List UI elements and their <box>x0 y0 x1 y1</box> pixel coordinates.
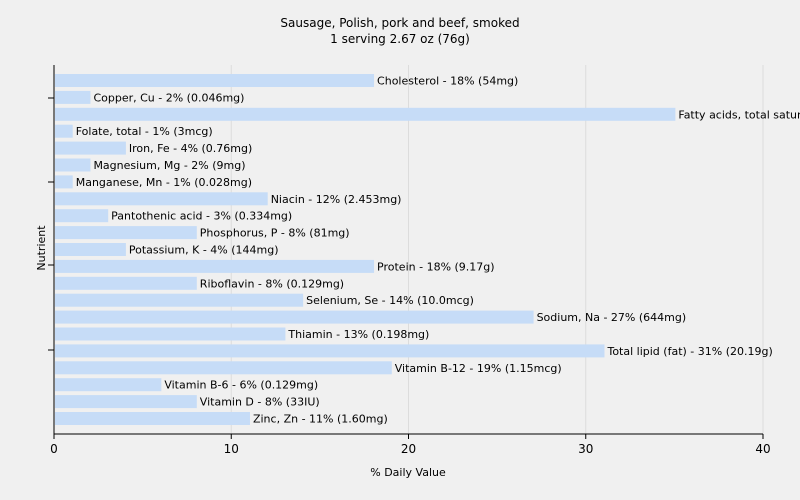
bar-label-3: Folate, total - 1% (3mcg) <box>76 125 213 138</box>
bar-labels: Cholesterol - 18% (54mg) Copper, Cu - 2% … <box>76 75 800 426</box>
bar-label-8: Pantothenic acid - 3% (0.334mg) <box>111 210 292 223</box>
bar-label-9: Phosphorus, P - 8% (81mg) <box>200 227 350 240</box>
chart-title: Sausage, Polish, pork and beef, smoked <box>280 16 520 30</box>
x-tick-label-0: 0 <box>50 442 58 456</box>
bar-label-20: Zinc, Zn - 11% (1.60mg) <box>253 413 388 426</box>
bar-0 <box>55 74 375 87</box>
bar-19 <box>55 395 197 409</box>
bar-label-19: Vitamin D - 8% (33IU) <box>200 396 320 409</box>
bar-label-2: Fatty acids, total saturated - 35% (6.99… <box>678 108 800 121</box>
bar-16 <box>55 344 605 358</box>
bar-10 <box>55 243 126 256</box>
bar-8 <box>55 209 109 223</box>
bar-2 <box>55 107 676 121</box>
axes: 0 10 20 30 40 <box>48 65 771 456</box>
bar-label-13: Selenium, Se - 14% (10.0mcg) <box>306 294 474 307</box>
x-tick-label-30: 30 <box>578 442 593 456</box>
bars <box>55 74 676 425</box>
bar-12 <box>55 276 197 290</box>
y-axis-title: Nutrient <box>35 225 48 271</box>
x-tick-label-20: 20 <box>401 442 416 456</box>
bar-label-10: Potassium, K - 4% (144mg) <box>129 244 279 257</box>
bar-5 <box>55 158 91 172</box>
bar-label-17: Vitamin B-12 - 19% (1.15mcg) <box>395 362 562 375</box>
bar-label-4: Iron, Fe - 4% (0.76mg) <box>129 142 252 155</box>
bar-11 <box>55 259 375 273</box>
bar-18 <box>55 378 162 392</box>
x-tick-label-10: 10 <box>224 442 239 456</box>
bar-label-16: Total lipid (fat) - 31% (20.19g) <box>606 345 772 358</box>
bar-label-12: Riboflavin - 8% (0.129mg) <box>200 277 344 290</box>
x-tick-label-40: 40 <box>755 442 770 456</box>
bar-label-15: Thiamin - 13% (0.198mg) <box>287 328 429 341</box>
bar-label-14: Sodium, Na - 27% (644mg) <box>537 311 687 324</box>
bar-20 <box>55 412 250 425</box>
bar-label-11: Protein - 18% (9.17g) <box>377 260 495 273</box>
bar-1 <box>55 90 91 104</box>
bar-3 <box>55 124 73 138</box>
bar-label-1: Copper, Cu - 2% (0.046mg) <box>93 91 244 104</box>
bar-label-0: Cholesterol - 18% (54mg) <box>377 75 518 88</box>
bar-label-5: Magnesium, Mg - 2% (9mg) <box>93 159 245 172</box>
bar-label-18: Vitamin B-6 - 6% (0.129mg) <box>164 379 318 392</box>
bar-7 <box>55 192 268 206</box>
bar-4 <box>55 141 126 155</box>
bar-13 <box>55 293 304 307</box>
bar-17 <box>55 361 392 375</box>
bar-label-7: Niacin - 12% (2.453mg) <box>271 193 402 206</box>
bar-15 <box>55 327 286 341</box>
bar-9 <box>55 226 197 240</box>
bar-6 <box>55 175 73 189</box>
chart-subtitle: 1 serving 2.67 oz (76g) <box>330 32 470 46</box>
bar-14 <box>55 310 534 324</box>
bar-label-6: Manganese, Mn - 1% (0.028mg) <box>76 176 252 189</box>
x-axis-title: % Daily Value <box>370 466 446 479</box>
